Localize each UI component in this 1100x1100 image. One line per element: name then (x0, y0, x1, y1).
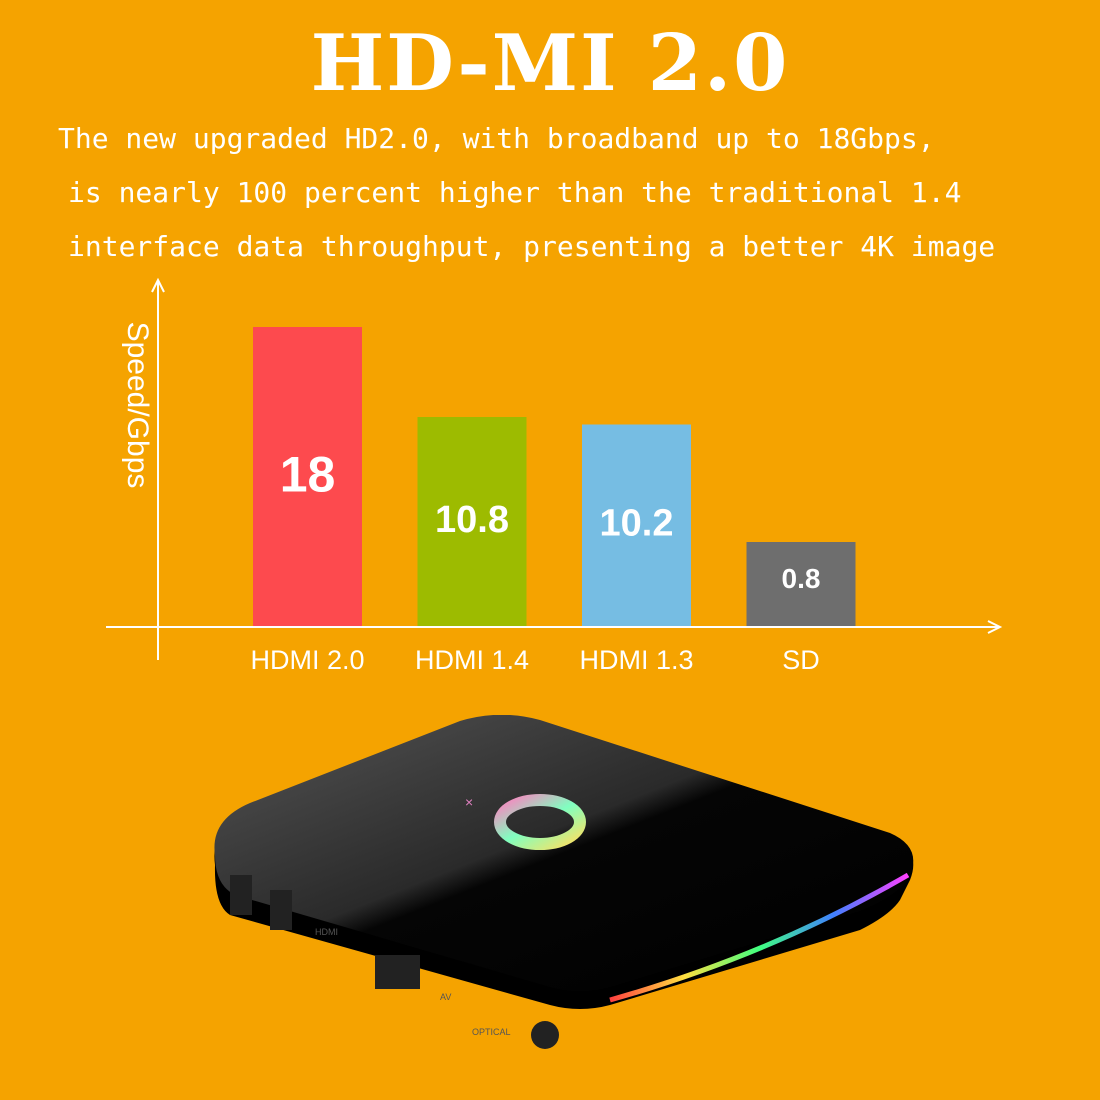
description-line-2: is nearly 100 percent higher than the tr… (68, 176, 962, 209)
hdmi-port-label: HDMI (315, 927, 338, 937)
bar-hdmi-1-3 (582, 424, 691, 626)
logo-ring (494, 794, 586, 850)
y-axis-arrow (151, 277, 165, 293)
x-tick-label: HDMI 1.4 (415, 645, 529, 675)
data-label: 10.2 (600, 502, 674, 544)
bar-chart: Speed/Gbps 18 HDMI 2.0 10.8 HDMI 1.4 10.2 HDM… (106, 277, 1003, 675)
logo-x: × (465, 794, 473, 810)
usb-port (270, 890, 292, 930)
power-port (531, 1021, 559, 1049)
bar-hdmi-1-4 (417, 417, 527, 626)
y-axis-label: Speed/Gbps (121, 322, 154, 489)
description-line-1: The new upgraded HD2.0, with broadband u… (58, 122, 935, 155)
x-tick-label: HDMI 1.3 (579, 645, 693, 675)
x-tick-label: SD (782, 645, 820, 675)
av-port-label: AV (440, 992, 451, 1002)
data-label: 10.8 (435, 499, 509, 541)
data-label: 0.8 (782, 563, 821, 594)
bar-hdmi-2-0 (253, 327, 362, 626)
x-axis-arrow (987, 620, 1003, 634)
usb-port (230, 875, 252, 915)
page-title: HD-MI 2.0 (310, 18, 790, 109)
tv-box-image: × HDMI AV OPTICAL (214, 715, 914, 1049)
x-tick-label: HDMI 2.0 (250, 645, 364, 675)
data-label: 18 (280, 446, 336, 502)
bar-sd (746, 542, 856, 626)
description-line-3: interface data throughput, presenting a … (68, 230, 996, 263)
ethernet-port (375, 955, 420, 989)
device-top (214, 715, 914, 991)
optical-port-label: OPTICAL (472, 1027, 511, 1037)
rgb-led-strip (609, 872, 910, 1003)
